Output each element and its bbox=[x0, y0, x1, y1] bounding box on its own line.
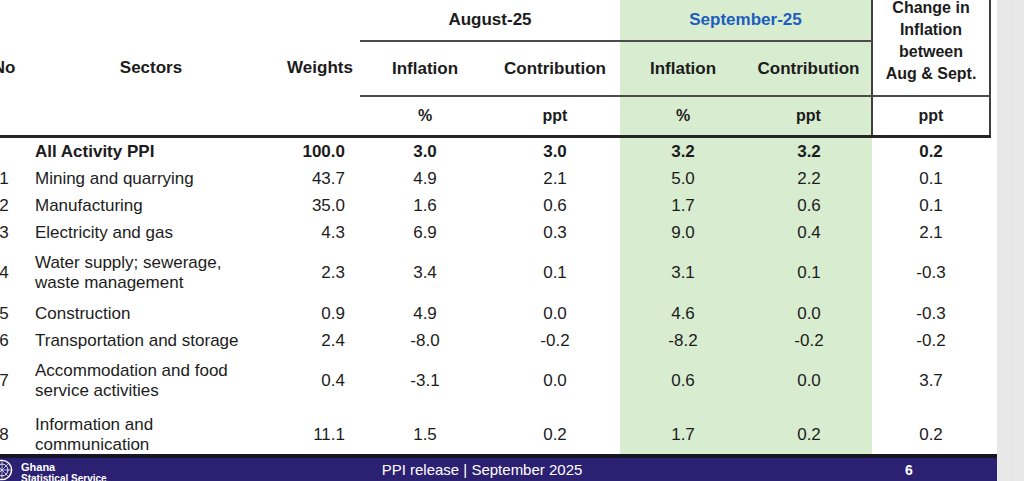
cell-aug-inflation: 4.9 bbox=[360, 300, 490, 327]
table-row-water-supply: 4 Water supply; sewerage, waste manageme… bbox=[0, 246, 990, 300]
cell-change: 3.7 bbox=[872, 354, 990, 408]
col-header-aug-contribution: Contribution bbox=[490, 41, 620, 96]
cell-no: 1 bbox=[0, 165, 22, 192]
cell-sep-inflation: 5.0 bbox=[620, 165, 746, 192]
col-header-no: No bbox=[0, 0, 22, 137]
col-header-weights: Weights bbox=[280, 0, 360, 137]
cell-sector: Mining and quarrying bbox=[22, 165, 280, 192]
cell-aug-contribution: 2.1 bbox=[490, 165, 620, 192]
cell-aug-inflation: 4.9 bbox=[360, 165, 490, 192]
col-header-aug-inflation: Inflation bbox=[360, 41, 490, 96]
col-group-september: September-25 bbox=[620, 0, 872, 41]
cell-change: 2.1 bbox=[872, 219, 990, 246]
cell-change: -0.3 bbox=[872, 246, 990, 300]
unit-aug-contribution: ppt bbox=[490, 96, 620, 137]
col-header-change-label: Change in Inflation between Aug & Sept. bbox=[873, 0, 989, 85]
cell-aug-contribution: 0.1 bbox=[490, 246, 620, 300]
cell-sep-contribution: 0.0 bbox=[746, 300, 872, 327]
footer-bar: Ghana Statistical Service PPI release | … bbox=[0, 458, 997, 481]
cell-sep-inflation: 9.0 bbox=[620, 219, 746, 246]
cell-sep-contribution: 2.2 bbox=[746, 165, 872, 192]
cell-weight: 2.3 bbox=[280, 246, 360, 300]
cell-sector: Electricity and gas bbox=[22, 219, 280, 246]
cell-no: 5 bbox=[0, 300, 22, 327]
cell-change: 0.1 bbox=[872, 192, 990, 219]
cell-aug-contribution: 0.3 bbox=[490, 219, 620, 246]
ppi-release-slide: No Sectors Weights August-25 September-2… bbox=[0, 0, 1024, 481]
unit-sep-contribution: ppt bbox=[746, 96, 872, 137]
cell-weight: 2.4 bbox=[280, 327, 360, 354]
cell-aug-contribution: 3.0 bbox=[490, 137, 620, 166]
cell-aug-inflation: 1.6 bbox=[360, 192, 490, 219]
cell-weight: 4.3 bbox=[280, 219, 360, 246]
cell-sep-contribution: 0.0 bbox=[746, 354, 872, 408]
cell-aug-contribution: -0.2 bbox=[490, 327, 620, 354]
slide-right-margin bbox=[997, 0, 1024, 481]
cell-change: 0.2 bbox=[872, 137, 990, 166]
cell-aug-inflation: 3.0 bbox=[360, 137, 490, 166]
cell-aug-contribution: 0.0 bbox=[490, 300, 620, 327]
cell-weight: 35.0 bbox=[280, 192, 360, 219]
unit-sep-inflation: % bbox=[620, 96, 746, 137]
cell-aug-inflation: -8.0 bbox=[360, 327, 490, 354]
table-row-all-activity: All Activity PPI 100.0 3.0 3.0 3.2 3.2 0… bbox=[0, 137, 990, 166]
cell-aug-inflation: -3.1 bbox=[360, 354, 490, 408]
table-row-transportation: 6 Transportation and storage 2.4 -8.0 -0… bbox=[0, 327, 990, 354]
cell-sector: Manufacturing bbox=[22, 192, 280, 219]
footer-release-title: PPI release | September 2025 bbox=[0, 461, 964, 478]
cell-weight: 0.4 bbox=[280, 354, 360, 408]
ppi-sector-table: No Sectors Weights August-25 September-2… bbox=[0, 0, 991, 462]
cell-no bbox=[0, 137, 22, 166]
cell-no: 7 bbox=[0, 354, 22, 408]
table-row-construction: 5 Construction 0.9 4.9 0.0 4.6 0.0 -0.3 bbox=[0, 300, 990, 327]
cell-sep-inflation: 3.1 bbox=[620, 246, 746, 300]
cell-sep-contribution: 0.1 bbox=[746, 246, 872, 300]
cell-change: 0.1 bbox=[872, 165, 990, 192]
table-row-manufacturing: 2 Manufacturing 35.0 1.6 0.6 1.7 0.6 0.1 bbox=[0, 192, 990, 219]
cell-no: 2 bbox=[0, 192, 22, 219]
footer-page-number: 6 bbox=[905, 462, 913, 478]
cell-sep-inflation: 3.2 bbox=[620, 137, 746, 166]
col-header-sep-contribution: Contribution bbox=[746, 41, 872, 96]
cell-weight: 100.0 bbox=[280, 137, 360, 166]
col-header-sectors: Sectors bbox=[22, 0, 280, 137]
cell-sep-inflation: -8.2 bbox=[620, 327, 746, 354]
cell-sep-contribution: 3.2 bbox=[746, 137, 872, 166]
cell-sep-inflation: 4.6 bbox=[620, 300, 746, 327]
cell-sep-contribution: -0.2 bbox=[746, 327, 872, 354]
table-row-electricity: 3 Electricity and gas 4.3 6.9 0.3 9.0 0.… bbox=[0, 219, 990, 246]
cell-sep-inflation: 1.7 bbox=[620, 192, 746, 219]
cell-no: 6 bbox=[0, 327, 22, 354]
cell-sector: Transportation and storage bbox=[22, 327, 280, 354]
cell-sector: Accommodation and food service activitie… bbox=[22, 354, 280, 408]
cell-sector: Construction bbox=[22, 300, 280, 327]
cell-change: -0.2 bbox=[872, 327, 990, 354]
unit-aug-inflation: % bbox=[360, 96, 490, 137]
cell-aug-contribution: 0.0 bbox=[490, 354, 620, 408]
col-header-sep-inflation: Inflation bbox=[620, 41, 746, 96]
cell-aug-inflation: 3.4 bbox=[360, 246, 490, 300]
cell-weight: 43.7 bbox=[280, 165, 360, 192]
cell-sep-contribution: 0.6 bbox=[746, 192, 872, 219]
cell-weight: 0.9 bbox=[280, 300, 360, 327]
table-row-mining: 1 Mining and quarrying 43.7 4.9 2.1 5.0 … bbox=[0, 165, 990, 192]
cell-sep-inflation: 0.6 bbox=[620, 354, 746, 408]
cell-sector: All Activity PPI bbox=[22, 137, 280, 166]
col-header-change: Change in Inflation between Aug & Sept. bbox=[872, 0, 990, 96]
cell-no: 3 bbox=[0, 219, 22, 246]
cell-no: 4 bbox=[0, 246, 22, 300]
cell-sector: Water supply; sewerage, waste management bbox=[22, 246, 280, 300]
table-row-accommodation: 7 Accommodation and food service activit… bbox=[0, 354, 990, 408]
unit-change: ppt bbox=[872, 96, 990, 137]
cell-sep-contribution: 0.4 bbox=[746, 219, 872, 246]
cell-change: -0.3 bbox=[872, 300, 990, 327]
col-group-august: August-25 bbox=[360, 0, 620, 41]
cell-aug-inflation: 6.9 bbox=[360, 219, 490, 246]
cell-aug-contribution: 0.6 bbox=[490, 192, 620, 219]
